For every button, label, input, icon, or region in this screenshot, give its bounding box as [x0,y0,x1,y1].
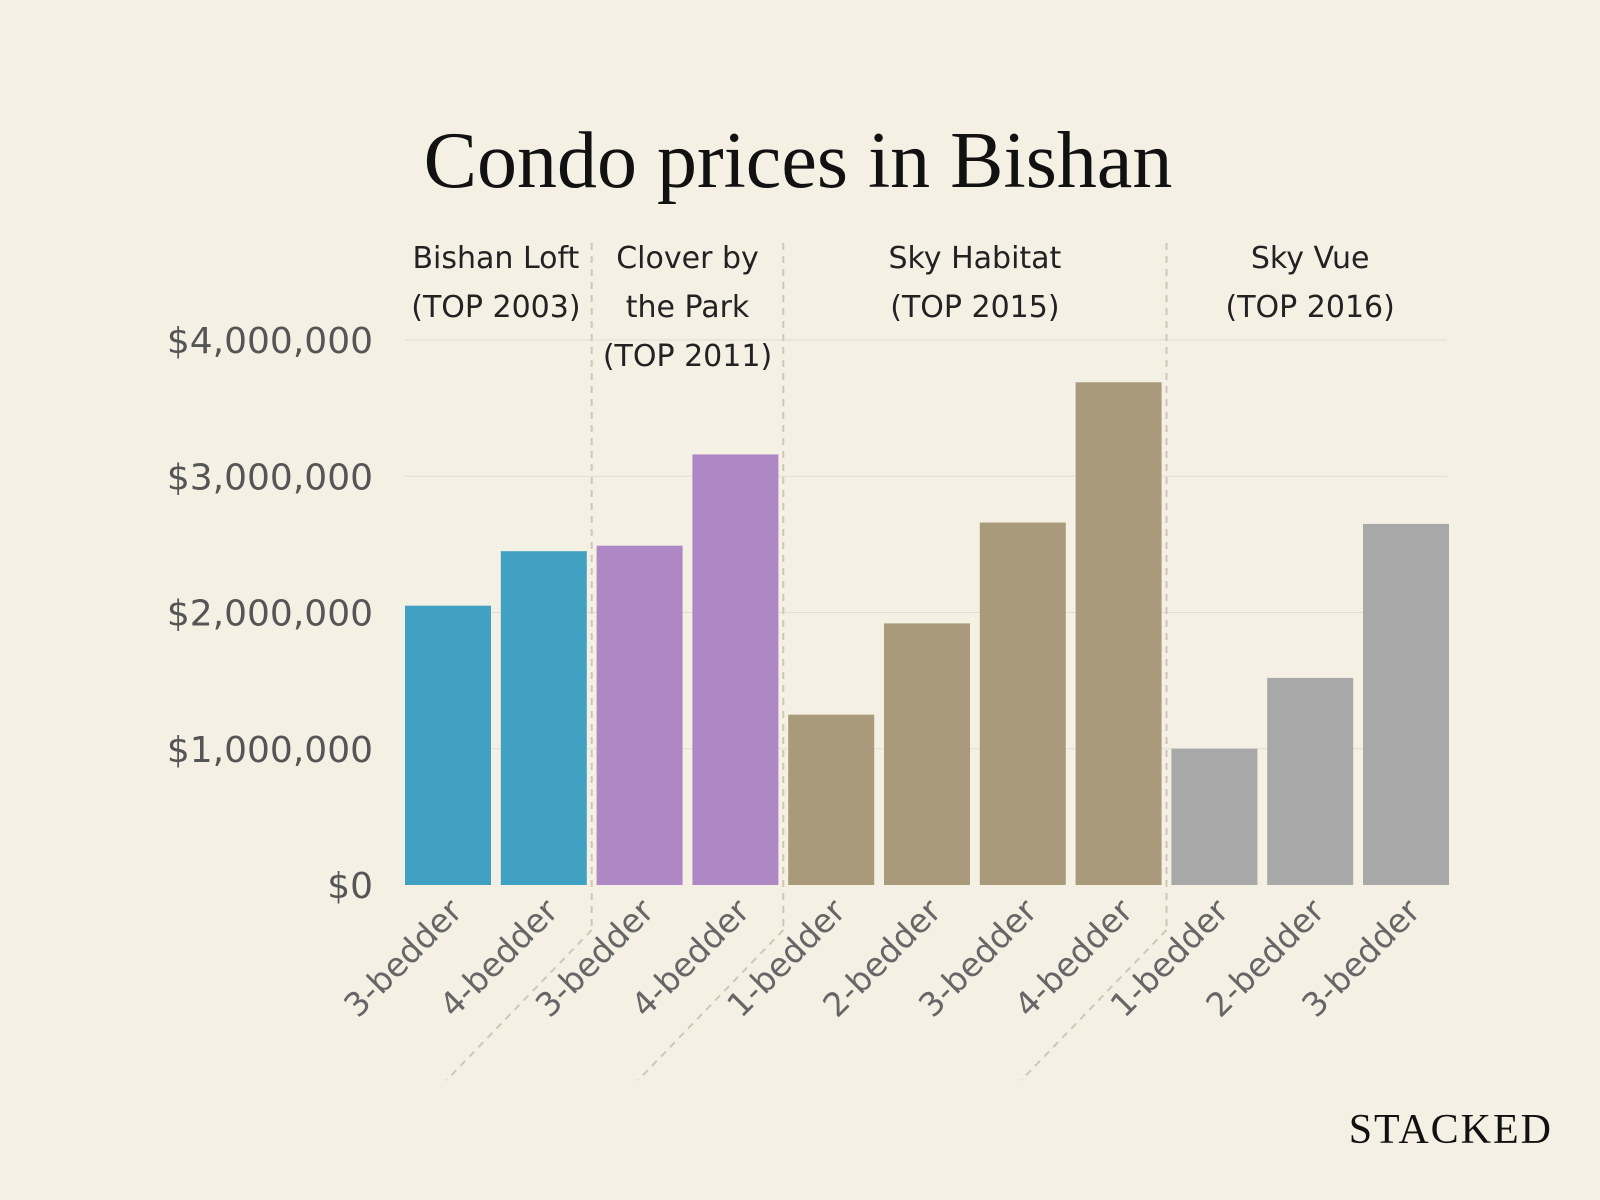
bar [1267,677,1354,885]
bar [500,551,587,885]
group-label-line: Clover by [616,241,759,276]
y-tick-label: $2,000,000 [167,594,373,635]
y-tick-label: $0 [327,866,373,907]
brand-logo: STACKED [1349,1107,1553,1153]
bar [1363,523,1449,885]
bar [692,454,779,885]
group-separator-diagonal [445,929,593,1081]
group-label: Clover by the Park (TOP 2011) [603,241,772,374]
group-labels: Bishan Loft (TOP 2003) Clover by the Park (T… [411,241,1395,374]
group-label-line: Sky Vue [1251,241,1370,276]
group-label: Bishan Loft (TOP 2003) [411,241,580,325]
group-label: Sky Vue (TOP 2016) [1226,241,1395,325]
category-labels: 3-bedder4-bedder3-bedder4-bedder1-bedder… [336,891,1428,1025]
bar [788,714,875,885]
group-label-line: Sky Habitat [888,241,1061,276]
bar [1075,382,1162,885]
group-label-line: (TOP 2003) [411,290,580,325]
group-separator-diagonal [1020,929,1168,1081]
group-label-line: (TOP 2011) [603,339,772,374]
group-label-line: (TOP 2016) [1226,290,1395,325]
bar [884,623,970,885]
y-tick-label: $3,000,000 [167,457,373,498]
y-tick-label: $4,000,000 [167,321,373,362]
bar [405,605,491,885]
y-tick-label: $1,000,000 [167,730,373,771]
group-label-line: Bishan Loft [412,241,579,276]
group-label-line: (TOP 2015) [890,290,1059,325]
group-label: Sky Habitat (TOP 2015) [888,241,1061,325]
group-separator-diagonal [637,929,785,1081]
group-separators [445,243,1168,1081]
bar [1171,748,1258,885]
y-axis-ticks: $0 $1,000,000 $2,000,000 $3,000,000 $4,000,0… [167,321,373,907]
bar [979,522,1066,885]
group-label-line: the Park [626,290,750,325]
bars [405,382,1449,885]
chart-title: Condo prices in Bishan [424,117,1173,205]
bar [596,545,683,885]
